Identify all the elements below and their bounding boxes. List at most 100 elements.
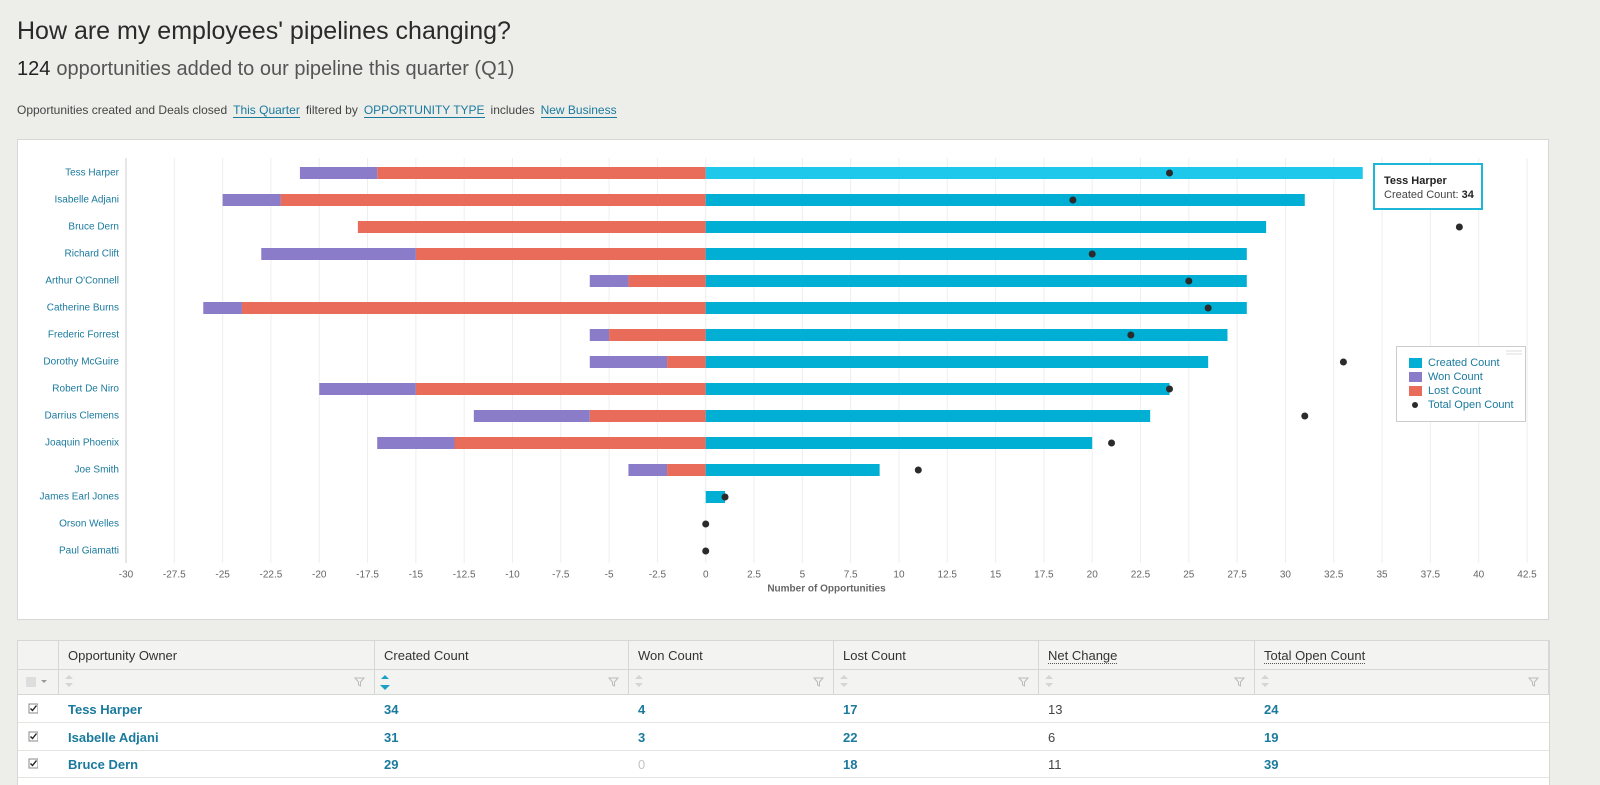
bar [589, 356, 668, 368]
y-tick-label: Bruce Dern [68, 222, 119, 233]
y-tick-label: Orson Welles [59, 519, 119, 530]
bar [705, 437, 1093, 449]
column-header[interactable]: Lost Count [834, 641, 1039, 670]
number-cell[interactable]: 34 [375, 696, 629, 723]
x-tick-label: 27.5 [1227, 570, 1247, 581]
y-tick-label: James Earl Jones [40, 492, 119, 503]
filter-cell[interactable] [18, 670, 59, 695]
x-tick-label: -17.5 [356, 570, 379, 581]
filter-cell[interactable] [59, 670, 375, 695]
bar [667, 464, 706, 476]
bar [705, 383, 1170, 395]
chart: -30 -27.5 -25 -22.5 -20 -17.5 -15 -12.5 -10 -7.5 -… [17, 139, 1549, 620]
number-cell[interactable]: 22 [834, 724, 1039, 751]
number-cell[interactable]: 19 [1255, 724, 1549, 751]
x-tick-label: 40 [1473, 570, 1485, 581]
bar [377, 437, 455, 449]
filter-prefix: Opportunities created and Deals closed [17, 103, 228, 117]
bar [473, 410, 590, 422]
number-cell[interactable]: 29 [375, 751, 629, 778]
dot [1166, 169, 1174, 177]
y-tick-label: Isabelle Adjani [55, 195, 120, 206]
dot [1301, 412, 1309, 420]
number-cell[interactable]: 3 [629, 724, 834, 751]
bar [705, 275, 1247, 287]
field-link[interactable]: OPPORTUNITY TYPE [363, 103, 485, 118]
column-header[interactable]: Net Change [1039, 641, 1255, 670]
x-tick-label: -10 [505, 570, 520, 581]
subtitle-text: opportunities added to our pipeline this… [56, 58, 515, 80]
subtitle: 124 opportunities added to our pipeline t… [17, 58, 514, 81]
number-cell[interactable]: 17 [834, 696, 1039, 723]
period-link[interactable]: This Quarter [233, 103, 300, 118]
filter-bar: Opportunities created and Deals closed Th… [17, 103, 623, 118]
tooltip-box [1373, 163, 1483, 210]
owner-cell[interactable]: Tess Harper [59, 696, 375, 723]
filter-icons [840, 675, 1030, 687]
column-header[interactable]: Won Count [629, 641, 834, 670]
bar [667, 356, 706, 368]
header-text: Net Change [1048, 648, 1118, 664]
checkbox[interactable] [18, 699, 38, 719]
dot [721, 493, 729, 501]
owner-cell[interactable]: Bruce Dern [59, 751, 375, 778]
owner-cell[interactable]: Isabelle Adjani [59, 724, 375, 751]
number-cell[interactable]: 31 [375, 724, 629, 751]
filter-cell[interactable] [834, 670, 1039, 695]
bar [454, 437, 706, 449]
dot [914, 466, 922, 474]
x-tick-label: -5 [605, 570, 614, 581]
number-cell[interactable]: 0 [629, 751, 834, 778]
filter-text: filtered by [305, 103, 358, 117]
legend-label: Won Count [1428, 371, 1483, 383]
select-header [18, 641, 59, 670]
tooltip-label: Created Count: [1384, 189, 1459, 201]
legend-marker [1409, 372, 1422, 382]
bar [319, 383, 416, 395]
row-checkbox[interactable] [18, 696, 59, 723]
number-cell[interactable]: 18 [834, 751, 1039, 778]
number-cell: 6 [1039, 724, 1255, 751]
x-tick-label: -15 [409, 570, 424, 581]
row-checkbox[interactable] [18, 724, 59, 751]
checkbox[interactable] [18, 754, 38, 774]
bar [589, 410, 706, 422]
filter-cell[interactable] [1255, 670, 1549, 695]
number-cell[interactable]: 24 [1255, 696, 1549, 723]
column-header[interactable]: Total Open Count [1255, 641, 1549, 670]
dot [1185, 277, 1193, 285]
dot [1166, 385, 1174, 393]
bar [705, 194, 1305, 206]
legend-label: Total Open Count [1428, 399, 1514, 411]
filter-cell[interactable] [629, 670, 834, 695]
row-checkbox[interactable] [18, 751, 59, 778]
x-axis-label: Number of Opportunities [767, 584, 886, 595]
number-cell[interactable]: 39 [1255, 751, 1549, 778]
header-text: Total Open Count [1264, 648, 1366, 664]
legend-label: Created Count [1428, 357, 1500, 369]
filter-cell[interactable] [375, 670, 629, 695]
bar [357, 221, 706, 233]
x-tick-label: 32.5 [1324, 570, 1344, 581]
dot [702, 520, 710, 528]
column-header[interactable]: Opportunity Owner [59, 641, 375, 670]
filter-icons [65, 675, 366, 687]
x-tick-label: -20 [312, 570, 327, 581]
bar [203, 302, 242, 314]
number-cell[interactable]: 4 [629, 696, 834, 723]
bar [705, 464, 880, 476]
dot [1069, 196, 1077, 204]
bar [705, 410, 1151, 422]
checkbox[interactable] [18, 727, 38, 747]
bar [628, 464, 668, 476]
dot [1108, 439, 1116, 447]
bar [589, 275, 629, 287]
data-table: Opportunity Owner Created Count Won Count L… [17, 640, 1550, 785]
filter-icons [380, 675, 620, 690]
column-header[interactable]: Created Count [375, 641, 629, 670]
bar [241, 302, 706, 314]
filter-cell[interactable] [1039, 670, 1255, 695]
x-tick-label: -30 [119, 570, 134, 581]
value-link[interactable]: New Business [540, 103, 617, 118]
x-tick-label: 17.5 [1034, 570, 1054, 581]
